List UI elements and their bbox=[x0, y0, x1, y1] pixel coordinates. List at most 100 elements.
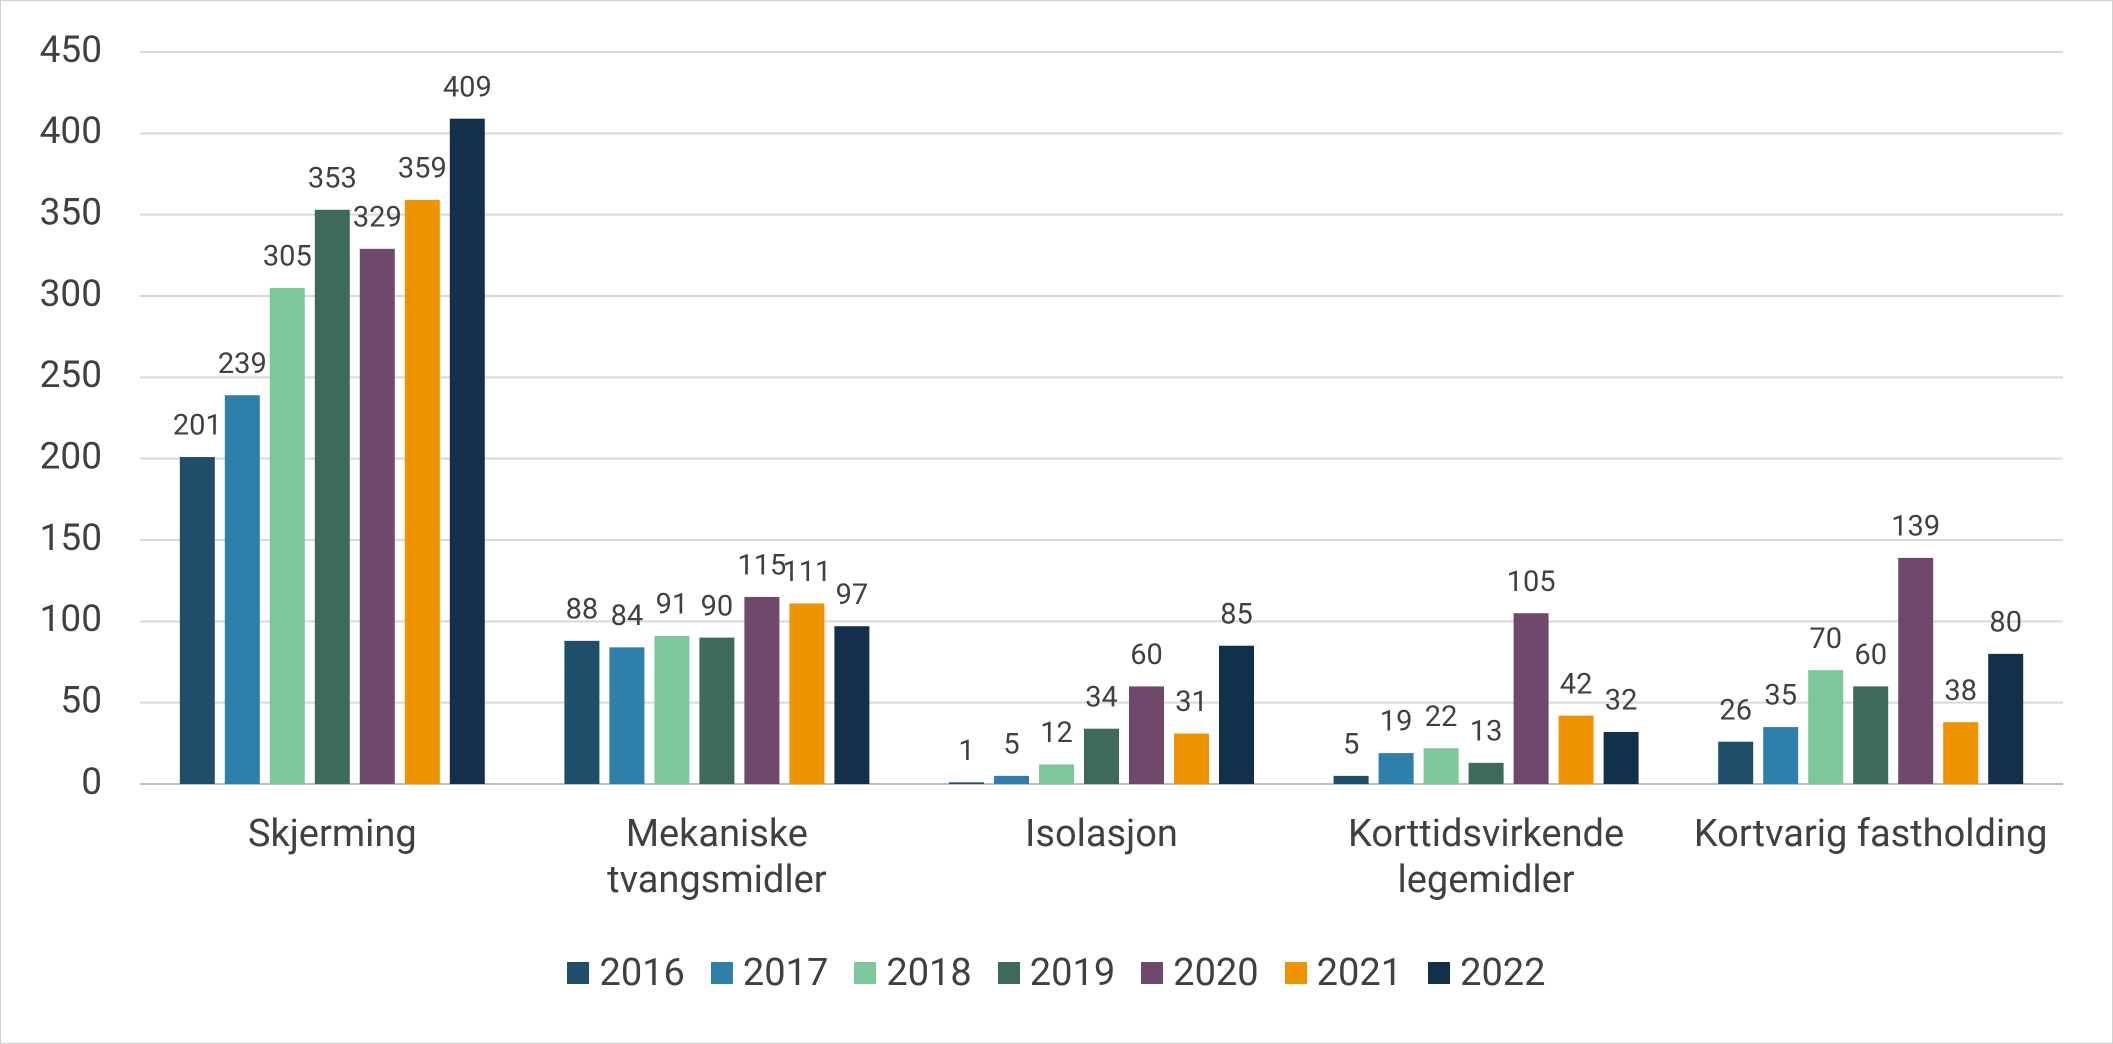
bar bbox=[994, 775, 1029, 784]
legend-swatch bbox=[567, 962, 590, 984]
legend-item: 2017 bbox=[710, 951, 829, 995]
bar bbox=[314, 209, 350, 784]
legend-label: 2021 bbox=[1316, 951, 1403, 995]
data-label: 80 bbox=[1989, 606, 2022, 640]
legend-label: 2016 bbox=[599, 951, 685, 995]
bar bbox=[359, 248, 395, 784]
data-label: 139 bbox=[1891, 510, 1940, 544]
data-label: 105 bbox=[1507, 565, 1556, 599]
data-label: 12 bbox=[1040, 716, 1073, 750]
data-label: 22 bbox=[1425, 700, 1458, 734]
bar bbox=[1943, 722, 1979, 784]
x-tick-label: Kortvarig fastholding bbox=[1693, 812, 2048, 856]
bar bbox=[834, 626, 870, 784]
data-label: 85 bbox=[1220, 597, 1253, 631]
data-label: 35 bbox=[1764, 679, 1797, 713]
data-label: 409 bbox=[443, 70, 492, 104]
bar bbox=[1084, 728, 1119, 784]
bar bbox=[564, 640, 600, 784]
data-label: 70 bbox=[1809, 622, 1842, 656]
bar bbox=[1853, 686, 1889, 784]
data-label: 305 bbox=[263, 240, 312, 274]
legend-label: 2020 bbox=[1173, 951, 1259, 995]
y-tick-label: 350 bbox=[40, 191, 102, 234]
y-tick-label: 300 bbox=[40, 273, 102, 316]
data-label: 329 bbox=[353, 200, 402, 234]
legend-item: 2020 bbox=[1141, 951, 1259, 995]
legend-swatch bbox=[1428, 962, 1451, 984]
legend-swatch bbox=[854, 962, 877, 984]
legend-label: 2018 bbox=[886, 951, 972, 995]
data-label: 359 bbox=[398, 152, 447, 186]
data-label: 26 bbox=[1719, 693, 1752, 727]
bar bbox=[654, 635, 690, 784]
data-label: 60 bbox=[1854, 638, 1887, 672]
y-tick-label: 200 bbox=[40, 435, 102, 478]
legend-item: 2021 bbox=[1284, 951, 1403, 995]
legend-swatch bbox=[997, 962, 1020, 984]
bar bbox=[744, 596, 780, 784]
data-label: 90 bbox=[701, 589, 734, 623]
data-label: 13 bbox=[1470, 715, 1503, 749]
bar bbox=[1468, 762, 1504, 784]
bar bbox=[1039, 764, 1074, 784]
data-label: 42 bbox=[1560, 667, 1593, 701]
bar bbox=[1513, 613, 1549, 784]
bar bbox=[1558, 715, 1594, 784]
legend-item: 2019 bbox=[997, 951, 1115, 995]
y-tick-label: 400 bbox=[40, 110, 102, 153]
legend-swatch bbox=[710, 962, 733, 984]
data-label: 84 bbox=[611, 599, 644, 633]
bar bbox=[404, 200, 440, 784]
bar bbox=[1378, 753, 1414, 784]
bar bbox=[179, 457, 215, 784]
data-label: 88 bbox=[566, 593, 599, 627]
bar bbox=[269, 287, 305, 784]
bar bbox=[1174, 733, 1209, 784]
legend-swatch bbox=[1141, 962, 1164, 984]
legend: 2016 2017 2018 2019 2020 2021 2022 bbox=[1, 951, 2112, 995]
data-label: 5 bbox=[1003, 728, 1019, 762]
bar bbox=[1898, 557, 1934, 784]
bar bbox=[1718, 741, 1754, 784]
y-tick-label: 150 bbox=[40, 517, 102, 560]
data-label: 34 bbox=[1085, 680, 1118, 714]
data-label: 32 bbox=[1605, 684, 1638, 718]
x-tick-label: Korttidsvirkende legemidler bbox=[1348, 812, 1625, 902]
data-label: 201 bbox=[173, 409, 222, 443]
bar bbox=[1988, 653, 2024, 784]
data-label: 115 bbox=[737, 549, 786, 583]
x-tick-label: Isolasjon bbox=[1025, 812, 1178, 856]
data-label: 19 bbox=[1380, 705, 1413, 739]
y-tick-label: 50 bbox=[60, 679, 102, 722]
data-label: 5 bbox=[1343, 728, 1359, 762]
bar bbox=[1423, 748, 1459, 784]
y-tick-label: 0 bbox=[81, 761, 102, 804]
data-label: 91 bbox=[656, 588, 689, 622]
bar bbox=[224, 395, 260, 784]
x-tick-label: Skjerming bbox=[247, 812, 417, 856]
y-tick-label: 450 bbox=[40, 29, 102, 72]
data-label: 38 bbox=[1944, 674, 1977, 708]
bar bbox=[949, 782, 984, 784]
data-label: 239 bbox=[218, 347, 267, 381]
data-label: 60 bbox=[1130, 638, 1163, 672]
data-label: 111 bbox=[782, 555, 831, 589]
legend-label: 2017 bbox=[742, 951, 829, 995]
bar bbox=[1603, 731, 1639, 784]
bar bbox=[1808, 670, 1844, 784]
bar bbox=[1129, 686, 1164, 784]
x-tick-label: Mekaniske tvangsmidler bbox=[607, 812, 827, 902]
legend-item: 2016 bbox=[567, 951, 685, 995]
bar bbox=[789, 603, 825, 784]
legend-label: 2022 bbox=[1460, 951, 1546, 995]
bar bbox=[609, 647, 645, 784]
bar bbox=[699, 637, 735, 784]
y-tick-label: 100 bbox=[40, 598, 102, 641]
y-tick-label: 250 bbox=[40, 354, 102, 397]
legend-swatch bbox=[1284, 962, 1307, 984]
bar bbox=[1763, 727, 1799, 784]
bar bbox=[1219, 645, 1254, 784]
